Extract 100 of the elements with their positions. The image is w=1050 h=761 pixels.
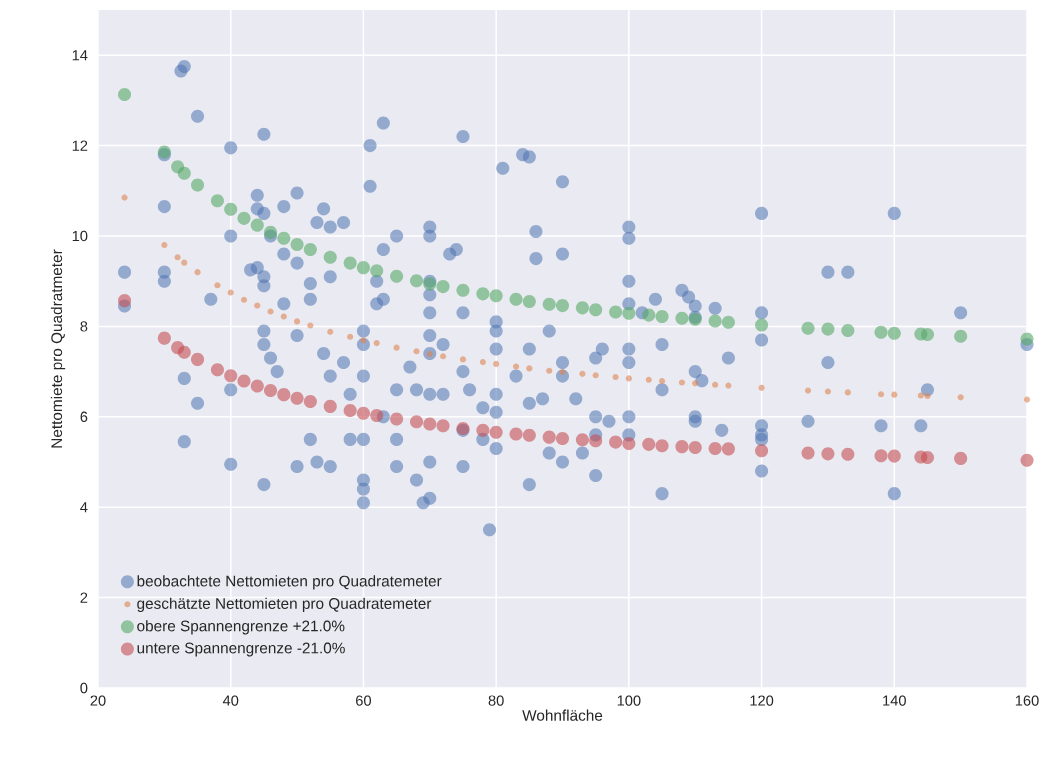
- x-axis-title: Wohnfläche: [522, 709, 603, 721]
- point: [526, 365, 533, 372]
- point: [277, 388, 291, 402]
- point: [658, 378, 666, 385]
- point: [512, 363, 520, 370]
- point: [625, 375, 632, 382]
- point: [546, 367, 553, 374]
- y-tick-label: 6: [80, 411, 88, 422]
- point: [609, 305, 623, 319]
- point: [177, 345, 191, 359]
- point: [290, 238, 304, 252]
- point: [920, 450, 934, 465]
- point: [522, 295, 536, 309]
- point: [290, 391, 304, 405]
- legend-label: geschätzte Nettomieten pro Quadratemeter: [137, 597, 432, 612]
- legend-label: obere Spannengrenze +21.0%: [137, 620, 345, 635]
- point: [612, 373, 619, 381]
- point: [801, 321, 815, 335]
- y-tick-label: 10: [72, 230, 88, 242]
- point: [177, 166, 191, 180]
- point: [1023, 396, 1031, 403]
- point: [708, 441, 722, 455]
- point: [210, 363, 224, 377]
- point: [347, 333, 354, 340]
- point: [675, 311, 689, 325]
- point: [542, 430, 556, 444]
- point: [708, 314, 722, 328]
- x-tick-label: 160: [1015, 695, 1039, 706]
- y-tick-label: 0: [80, 682, 88, 694]
- point: [844, 389, 851, 396]
- point: [157, 331, 171, 345]
- point: [409, 415, 424, 429]
- point: [250, 218, 264, 232]
- point: [436, 280, 450, 294]
- x-tick-label: 60: [356, 695, 371, 706]
- y-tick-label: 2: [80, 592, 88, 603]
- point: [250, 379, 264, 393]
- x-tick-label: 140: [883, 695, 906, 706]
- point: [303, 243, 317, 257]
- point: [277, 231, 291, 245]
- point: [1020, 453, 1034, 467]
- x-tick-label: 40: [222, 695, 239, 706]
- point: [725, 382, 732, 389]
- legend-label: beobachtete Nettomieten pro Quadratemeter: [137, 575, 442, 590]
- point: [509, 292, 523, 306]
- point: [390, 412, 404, 426]
- point: [589, 303, 603, 317]
- point: [409, 274, 424, 288]
- point: [609, 435, 623, 449]
- point: [214, 282, 221, 289]
- point: [323, 250, 337, 264]
- point: [343, 256, 357, 270]
- point: [688, 441, 702, 455]
- point: [118, 87, 132, 102]
- point: [191, 178, 205, 192]
- point: [224, 202, 238, 216]
- point: [509, 427, 523, 441]
- point: [174, 254, 181, 261]
- point: [522, 428, 536, 442]
- point: [954, 329, 968, 343]
- y-tick-label: 4: [80, 502, 88, 513]
- point: [294, 318, 301, 325]
- point: [456, 283, 470, 297]
- point: [224, 369, 238, 383]
- point: [370, 264, 384, 278]
- point: [645, 376, 652, 383]
- point: [356, 406, 370, 420]
- point: [343, 403, 357, 417]
- point: [267, 308, 274, 315]
- point: [390, 269, 404, 283]
- point: [920, 328, 934, 342]
- point: [887, 449, 901, 463]
- point: [655, 309, 669, 323]
- point: [227, 289, 234, 296]
- point: [323, 399, 337, 413]
- y-tick-label: 8: [80, 321, 88, 332]
- point: [254, 302, 261, 309]
- point: [489, 289, 503, 303]
- y-tick-label: 14: [72, 50, 88, 61]
- point: [642, 437, 656, 451]
- point: [821, 447, 835, 461]
- point: [841, 447, 855, 461]
- point: [240, 296, 248, 303]
- point: [821, 322, 835, 336]
- point: [121, 194, 128, 201]
- point: [954, 451, 968, 465]
- point: [542, 297, 556, 311]
- x-tick-label: 80: [488, 695, 504, 706]
- point: [824, 388, 831, 395]
- point: [479, 359, 486, 366]
- point: [678, 379, 686, 386]
- point: [675, 440, 689, 454]
- point: [555, 299, 570, 313]
- point: [874, 449, 888, 463]
- point: [721, 442, 735, 456]
- point: [237, 211, 251, 225]
- point: [489, 425, 503, 439]
- point: [655, 439, 669, 453]
- point: [841, 323, 855, 337]
- point: [459, 356, 467, 363]
